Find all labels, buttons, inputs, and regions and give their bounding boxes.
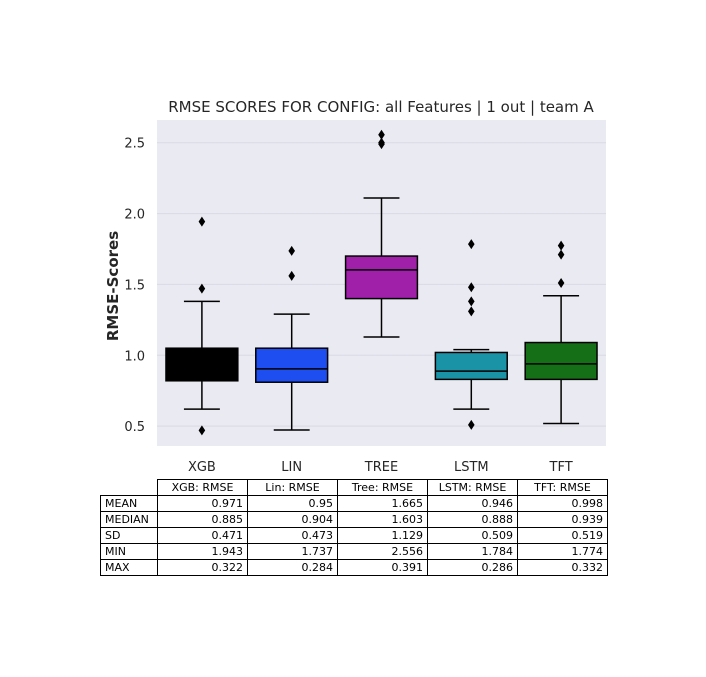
table-cell: 0.998 xyxy=(517,495,608,512)
x-tick-label: XGB xyxy=(188,460,216,475)
stats-table: XGB: RMSE Lin: RMSE Tree: RMSE LSTM: RMSE TF… xyxy=(100,479,608,576)
table-cell: 0.885 xyxy=(157,511,248,528)
table-row: MEDIAN 0.885 0.904 1.603 0.888 0.939 xyxy=(100,511,608,528)
table-cell: 0.904 xyxy=(247,511,338,528)
x-tick-label: TFT xyxy=(549,460,573,475)
y-tick-label: 1.0 xyxy=(124,349,145,364)
table-cell: 1.943 xyxy=(157,543,248,560)
table-cell: 1.774 xyxy=(517,543,608,560)
box-iqr xyxy=(255,347,329,383)
box-iqr xyxy=(524,341,598,381)
table-cell: 2.556 xyxy=(337,543,428,560)
outlier-point xyxy=(557,278,565,288)
table-row-label: SD xyxy=(100,527,158,544)
box-iqr xyxy=(344,255,419,300)
table-cell: 0.946 xyxy=(427,495,518,512)
outlier-point xyxy=(288,270,295,281)
table-row-label: MEDIAN xyxy=(100,511,158,528)
x-tick-label: TREE xyxy=(364,460,398,475)
y-tick-label: 2.5 xyxy=(124,137,145,152)
table-cell: 0.286 xyxy=(427,559,518,576)
table-cell: 0.322 xyxy=(157,559,248,576)
table-cell: 0.391 xyxy=(337,559,428,576)
table-cell: 1.603 xyxy=(337,511,428,528)
box-tft xyxy=(524,240,598,425)
table-corner xyxy=(101,480,158,496)
table-cell: 0.519 xyxy=(517,527,608,544)
chart-title: RMSE SCORES FOR CONFIG: all Features | 1… xyxy=(168,98,594,116)
y-axis: 0.5 1.0 1.5 2.0 2.5 xyxy=(124,137,145,435)
table-cell: 1.665 xyxy=(337,495,428,512)
box-xgb xyxy=(165,216,239,436)
table-cell: 0.471 xyxy=(157,527,248,544)
table-cell: 0.939 xyxy=(517,511,608,528)
outlier-point xyxy=(378,137,385,148)
box-iqr xyxy=(434,351,508,381)
table-cell: 0.888 xyxy=(427,511,518,528)
table-column-header: TFT: RMSE xyxy=(517,479,608,496)
box-lstm xyxy=(434,239,508,430)
y-tick-label: 0.5 xyxy=(124,420,145,435)
table-cell: 0.509 xyxy=(427,527,518,544)
outlier-point xyxy=(378,129,385,140)
table-cell: 0.971 xyxy=(157,495,248,512)
y-tick-label: 2.0 xyxy=(124,208,145,223)
table-row-label: MIN xyxy=(100,543,158,560)
table-cell: 0.332 xyxy=(517,559,608,576)
table-column-header: Tree: RMSE xyxy=(337,479,428,496)
table-cell: 0.473 xyxy=(247,527,338,544)
table-cell: 0.284 xyxy=(247,559,338,576)
table-row: MIN 1.943 1.737 2.556 1.784 1.774 xyxy=(100,543,608,560)
y-tick-label: 1.5 xyxy=(124,278,145,293)
x-tick-label: LIN xyxy=(281,460,302,475)
table-cell: 1.737 xyxy=(247,543,338,560)
outlier-point xyxy=(468,306,475,317)
table-column-header: XGB: RMSE xyxy=(157,479,248,496)
table-row-label: MAX xyxy=(100,559,158,576)
outlier-point xyxy=(468,296,475,307)
outlier-point xyxy=(198,216,206,227)
outlier-point xyxy=(468,419,475,430)
table-header-row: XGB: RMSE Lin: RMSE Tree: RMSE LSTM: RMSE TF… xyxy=(101,479,608,496)
outlier-point xyxy=(557,240,565,251)
box-tree xyxy=(344,129,419,338)
x-axis: XGB LIN TREE LSTM TFT xyxy=(188,460,573,475)
outlier-point xyxy=(198,425,206,436)
table-row-label: MEAN xyxy=(100,495,158,512)
outlier-point xyxy=(198,283,206,294)
boxplots xyxy=(165,129,598,436)
table-cell: 1.129 xyxy=(337,527,428,544)
x-tick-label: LSTM xyxy=(454,460,489,475)
table-cell: 0.95 xyxy=(247,495,338,512)
table-column-header: Lin: RMSE xyxy=(247,479,338,496)
outlier-point xyxy=(468,239,475,250)
box-lin xyxy=(255,245,329,431)
y-axis-label: RMSE-Scores xyxy=(104,231,122,341)
outlier-point xyxy=(468,282,475,293)
table-column-header: LSTM: RMSE xyxy=(427,479,518,496)
table-cell: 1.784 xyxy=(427,543,518,560)
outlier-point xyxy=(288,245,295,256)
table-row: SD 0.471 0.473 1.129 0.509 0.519 xyxy=(100,527,608,544)
table-row: MEAN 0.971 0.95 1.665 0.946 0.998 xyxy=(100,495,608,512)
box-iqr xyxy=(165,347,239,382)
table-row: MAX 0.322 0.284 0.391 0.286 0.332 xyxy=(100,559,608,576)
outlier-point xyxy=(557,249,565,260)
